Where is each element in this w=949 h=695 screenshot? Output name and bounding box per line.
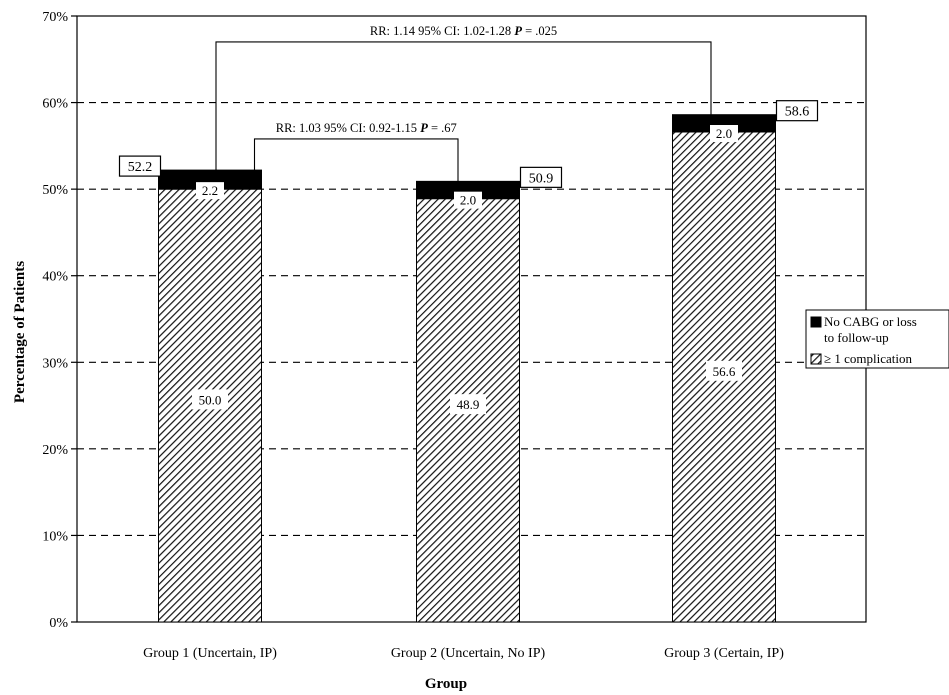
legend-label: to follow-up xyxy=(824,330,889,345)
axes: 0% 10% 20% 30% 40% 50% 60% 70% Group 1 (Uncertai… xyxy=(42,10,867,661)
legend-box xyxy=(805,309,949,369)
legend-label: ≥ 1 complication xyxy=(824,351,913,366)
comparison-bracket xyxy=(253,138,459,182)
value-label-box xyxy=(196,182,224,200)
legend-swatch-no-cabg xyxy=(810,316,822,328)
comparison-label: RR: 1.03 95% CI: 0.92-1.15 P = .67 xyxy=(276,121,457,135)
data-labels: 50.0 2.2 52.2 48.9 2.0 50.9 56.6 2.0 58.6 xyxy=(118,100,819,415)
total-label-box xyxy=(775,100,819,122)
comparison-bracket xyxy=(215,41,712,171)
x-axis-title: Group xyxy=(425,676,467,692)
value-label-box xyxy=(450,394,486,415)
total-label: 52.2 xyxy=(128,160,153,175)
y-tick-label: 60% xyxy=(42,97,68,112)
legend-label: No CABG or loss xyxy=(824,314,917,329)
y-tick-label: 10% xyxy=(42,529,68,544)
y-axis-title: Percentage of Patients xyxy=(12,261,28,403)
y-tick-label: 50% xyxy=(42,183,68,198)
total-label-box xyxy=(118,155,162,177)
total-label: 58.6 xyxy=(785,105,810,120)
y-tick-label: 30% xyxy=(42,356,68,371)
value-label-complication: 50.0 xyxy=(199,392,222,407)
value-label-no-cabg: 2.0 xyxy=(716,126,732,141)
x-tick-label: Group 1 (Uncertain, IP) xyxy=(143,646,277,661)
value-label-no-cabg: 2.0 xyxy=(460,193,476,208)
value-label-complication: 56.6 xyxy=(713,364,736,379)
total-label: 50.9 xyxy=(529,171,554,186)
x-tick-label: Group 2 (Uncertain, No IP) xyxy=(391,646,546,661)
legend-swatch-complication xyxy=(810,353,822,365)
comparison-label: RR: 1.14 95% CI: 1.02-1.28 P = .025 xyxy=(370,24,557,38)
x-tick-label: Group 3 (Certain, IP) xyxy=(664,646,784,661)
y-tick-label: 70% xyxy=(42,10,68,25)
comparison-brackets: RR: 1.03 95% CI: 0.92-1.15 P = .67 RR: 1.… xyxy=(215,24,712,182)
y-tick-label: 0% xyxy=(49,616,68,631)
value-label-no-cabg: 2.2 xyxy=(202,183,218,198)
y-tick-label: 40% xyxy=(42,270,68,285)
value-label-box xyxy=(706,360,742,381)
total-label-box xyxy=(519,166,563,188)
value-label-box xyxy=(454,191,482,209)
value-label-box xyxy=(710,125,738,143)
bars xyxy=(158,114,776,623)
y-tick-label: 20% xyxy=(42,443,68,458)
value-label-complication: 48.9 xyxy=(457,397,480,412)
value-label-box xyxy=(192,389,228,410)
